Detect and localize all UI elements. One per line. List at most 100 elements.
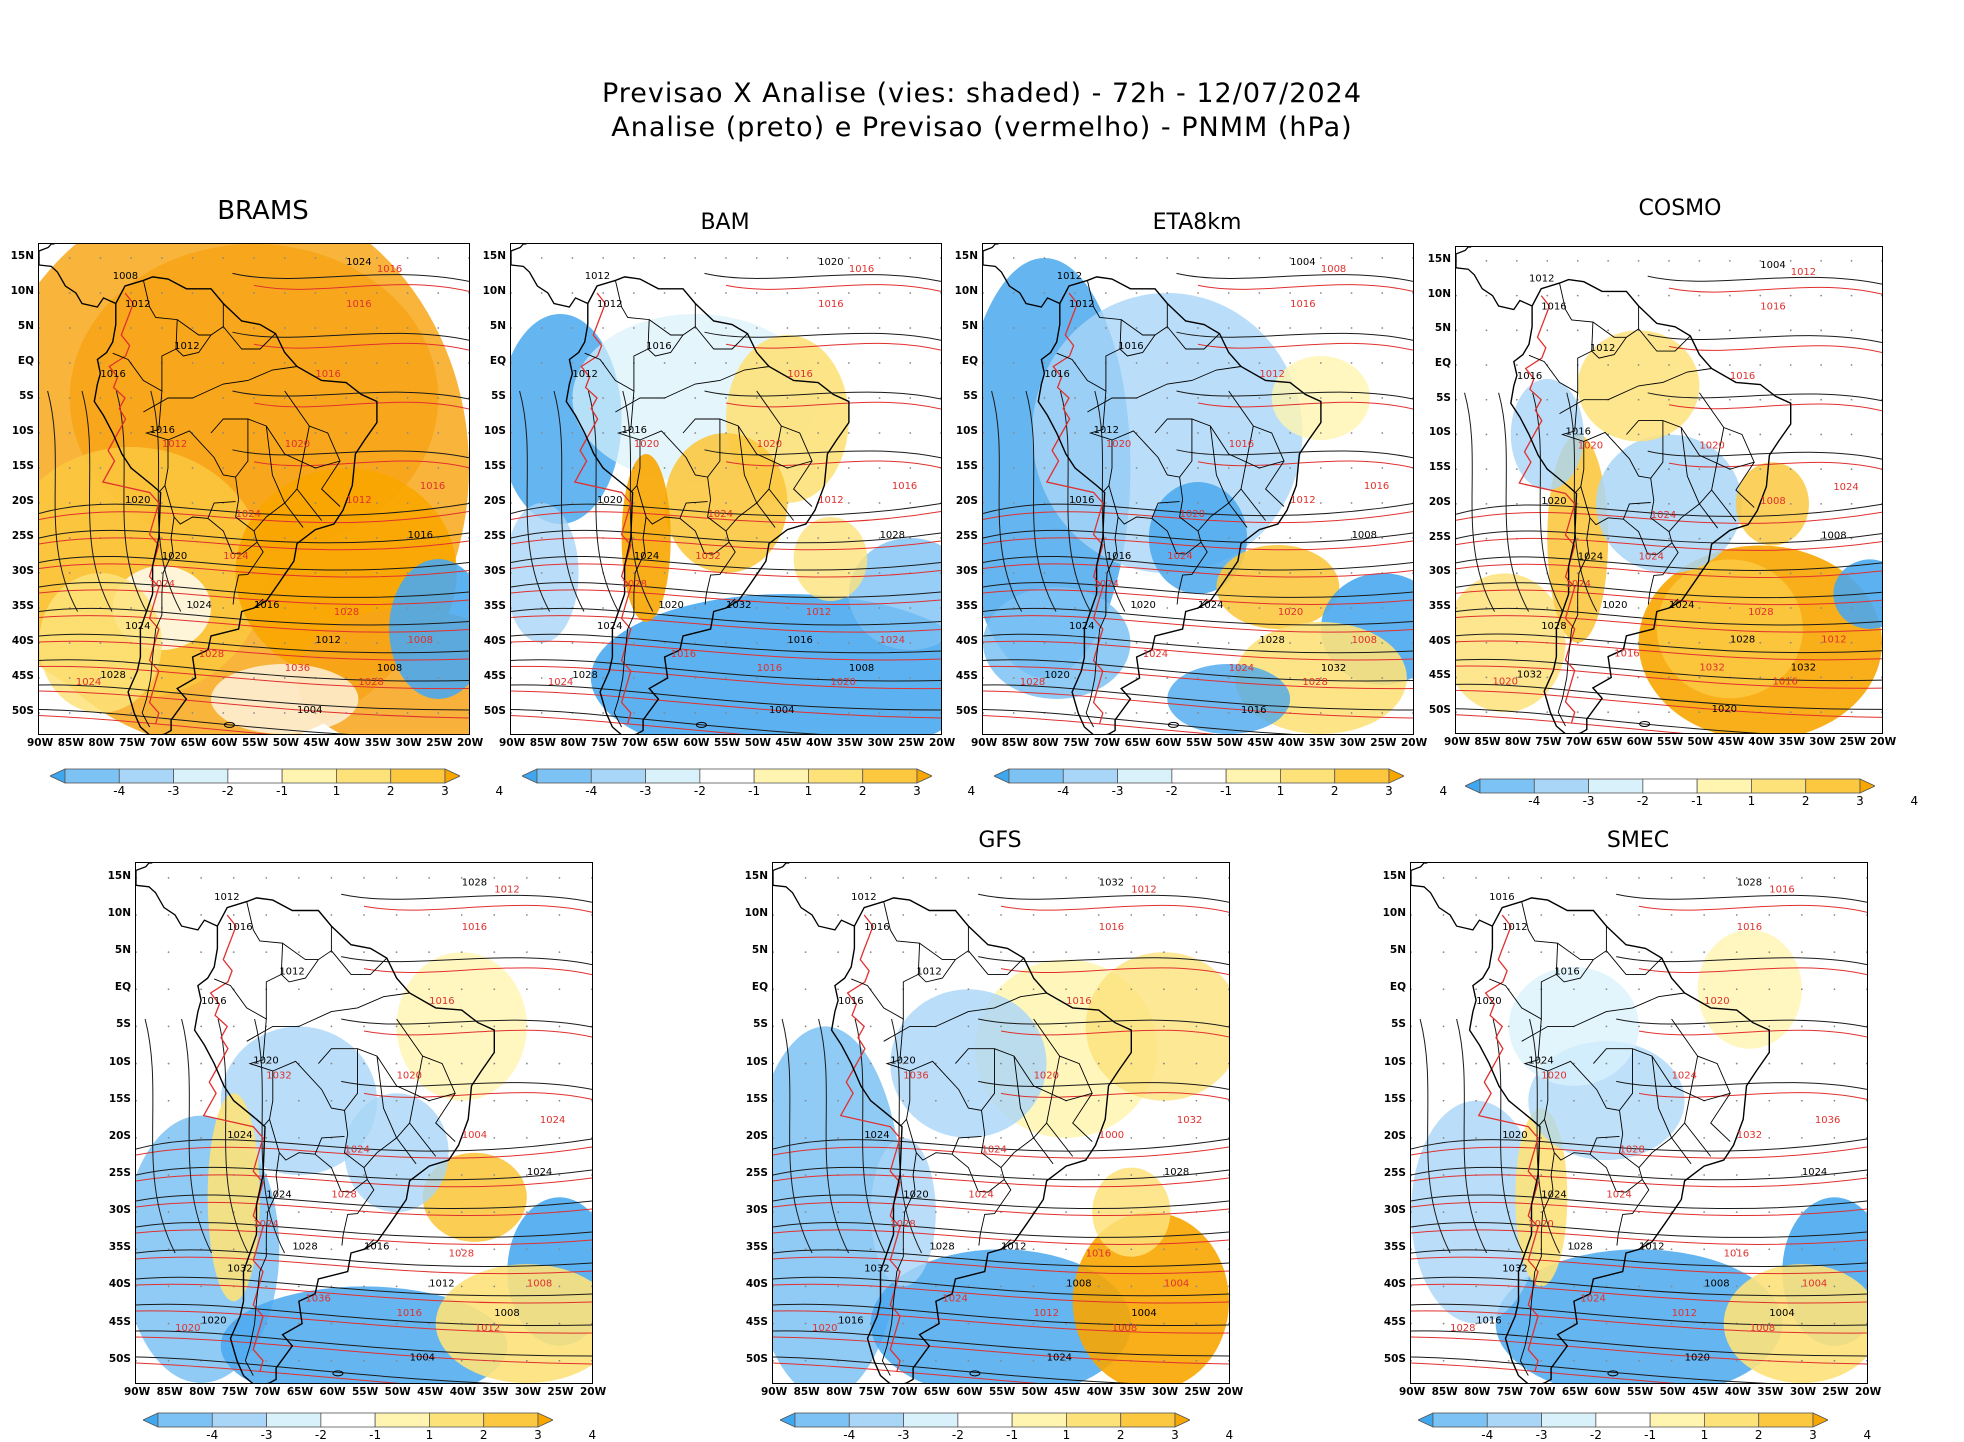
country-border (1557, 517, 1591, 727)
contour-label-analysis: 1032 (1321, 663, 1346, 674)
isobar-forecast (39, 715, 272, 734)
lat-tick-label: 10N (10, 285, 34, 297)
colorbar-tick-label: -3 (1111, 784, 1124, 798)
lon-tick-label: 50W (744, 737, 771, 749)
map-bam: 1012 1012 1016 1012 1016 1020 1024 1020 1024 1028… (510, 243, 942, 735)
lat-tick-label: 5N (1434, 322, 1451, 335)
contour-label-analysis: 1012 (851, 892, 876, 903)
andes-contours (1477, 914, 1539, 1373)
contour-label-forecast: 1024 (880, 635, 905, 646)
contour-label-forecast: 1016 (1066, 996, 1091, 1007)
lon-tick-label: 65W (180, 737, 207, 749)
isobar-forecast (1411, 1201, 1867, 1217)
isobar-analysis (1411, 1194, 1867, 1210)
coastline-central-america (136, 863, 218, 931)
isobar-forecast (136, 1146, 592, 1159)
country-border (725, 598, 736, 609)
andes-contours (101, 292, 160, 724)
isobar-analysis (773, 1194, 1229, 1210)
map-svg-cosmo: 1012 1016 1012 1016 1016 1020 1024 1020 1028 1032… (1456, 247, 1882, 733)
contour-label-forecast: 1004 (462, 1130, 487, 1141)
colorbar-tick-label: -2 (221, 784, 234, 798)
map-panel5: 1012 1016 1012 1016 1020 1024 1024 1028 1032 1020… (135, 862, 593, 1384)
lat-tick-label: 30S (745, 1204, 768, 1217)
lon-tick-label: 70W (149, 737, 177, 749)
country-border (1647, 542, 1679, 605)
isobar-analysis (1456, 658, 1882, 682)
lon-tick-label: 55W (989, 1386, 1016, 1398)
contour-label-forecast: 1020 (812, 1323, 837, 1334)
isobar-analysis (511, 607, 941, 626)
isobar-analysis (1411, 1166, 1867, 1181)
lat-tick-label: 50S (1383, 1352, 1406, 1365)
lon-tick-label: 45W (1054, 1386, 1081, 1398)
isobar-analysis (1176, 272, 1413, 282)
lon-tick-label: 35W (836, 737, 864, 749)
panel-title-cosmo: COSMO (1638, 196, 1722, 221)
lon-tick-label: 80W (1032, 737, 1059, 749)
contour-label-analysis: 1028 (929, 1241, 954, 1252)
contour-label-analysis: 1020 (1541, 496, 1566, 507)
lat-tick-label: 45S (11, 670, 34, 682)
isobar-analysis (1647, 450, 1882, 460)
contour-label-analysis: 1032 (1099, 877, 1124, 888)
country-border (207, 499, 258, 555)
contour-label-forecast: 1016 (1724, 1249, 1749, 1260)
colorbar-svg (779, 1412, 1191, 1428)
contour-label-analysis: 1008 (1821, 531, 1846, 542)
contour-label-analysis: 1024 (1541, 1189, 1566, 1200)
colorbar-tick-label: 3 (1856, 794, 1864, 808)
contour-label-analysis: 1016 (1517, 371, 1542, 382)
isobar-forecast (1668, 461, 1882, 470)
lon-tick-label: 85W (1431, 1386, 1458, 1398)
colorbar-eta8km: -4 -3 -2 -1 1 2 3 4 (993, 768, 1447, 798)
isobar-analysis (217, 1018, 249, 1254)
contour-label-forecast: 1024 (236, 509, 261, 520)
country-border (906, 1119, 982, 1161)
country-border (1056, 280, 1122, 392)
isobar-analysis (1456, 503, 1882, 517)
country-border (1154, 390, 1285, 469)
contour-label-forecast: 1012 (818, 495, 843, 506)
lon-tick-label: 90W (971, 737, 998, 749)
colorbar-tick-label: 3 (913, 784, 921, 798)
country-border (318, 1018, 456, 1102)
lon-tick-label: 25W (1184, 1386, 1211, 1398)
lat-tick-label: 45S (483, 670, 506, 682)
isobar-forecast (136, 1336, 592, 1365)
lon-tick-label: 40W (449, 1386, 476, 1398)
isobar-analysis (136, 1138, 592, 1152)
lon-tick-label: 60W (319, 1386, 346, 1398)
contour-label-analysis: 1012 (279, 966, 304, 977)
isobar-analysis (983, 684, 1413, 711)
colorbar-tick-label: 3 (441, 784, 449, 798)
isobar-forecast (511, 715, 744, 734)
lon-tick-label: 35W (1119, 1386, 1146, 1398)
isobar-analysis (1464, 392, 1495, 612)
country-border (1651, 1056, 1673, 1139)
isobar-forecast (253, 284, 469, 292)
lat-tick-label: EQ (751, 981, 768, 994)
contour-label-analysis: 1012 (1057, 271, 1082, 282)
isobar-analysis (341, 956, 592, 966)
country-border (1591, 337, 1627, 359)
isobar-forecast (1456, 689, 1882, 718)
lon-tick-label: 80W (1504, 736, 1532, 748)
lat-tick-label: 5N (489, 320, 506, 332)
lon-tick-label: 70W (621, 737, 649, 749)
contour-label-forecast: 1024 (548, 677, 573, 688)
contour-label-forecast: 1012 (1290, 495, 1315, 506)
contour-label-forecast: 1024 (1672, 1070, 1697, 1081)
country-border (1176, 541, 1208, 605)
contour-label-forecast: 1012 (346, 495, 371, 506)
contour-label-analysis: 1020 (658, 600, 683, 611)
isobar-forecast (983, 640, 1413, 661)
isobar-analysis (983, 529, 1413, 544)
lon-tick-label: 50W (1659, 1386, 1686, 1398)
isobar-forecast (773, 1336, 1229, 1365)
isobar-forecast (1411, 1256, 1867, 1275)
falklands-outline (969, 1370, 981, 1377)
contour-label-analysis: 1012 (429, 1278, 454, 1289)
contour-label-forecast: 1024 (1167, 551, 1192, 562)
lon-tick-label: 65W (1561, 1386, 1589, 1398)
